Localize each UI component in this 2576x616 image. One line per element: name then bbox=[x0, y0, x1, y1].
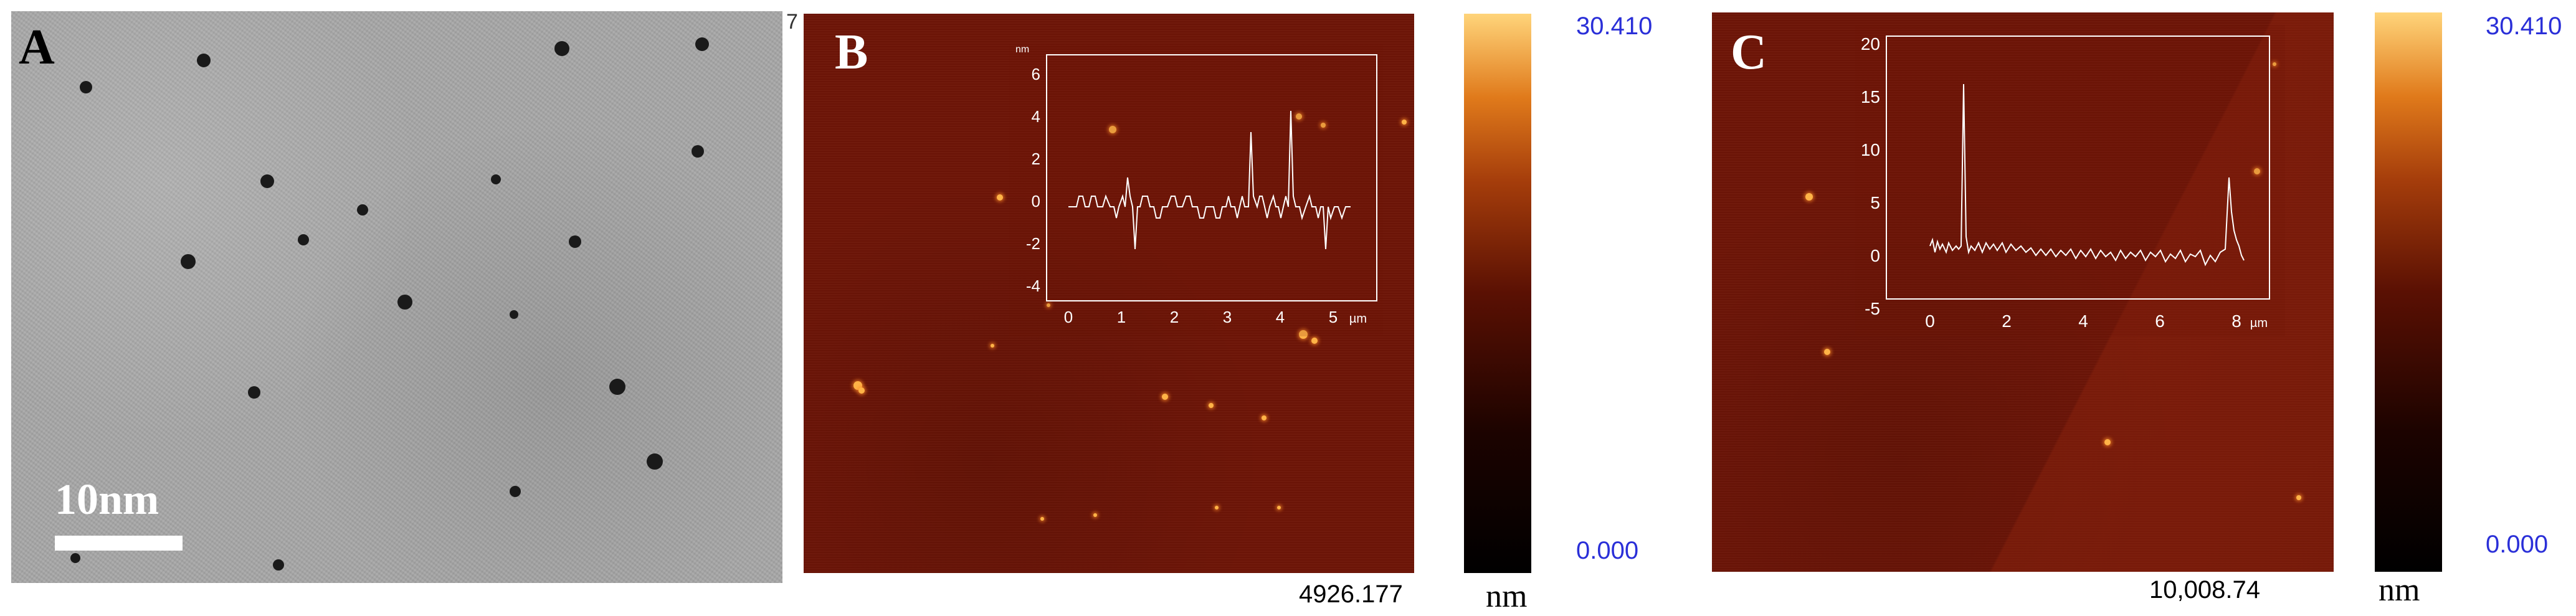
panel-a-letter: A bbox=[19, 20, 55, 75]
afm-particle bbox=[1162, 394, 1168, 400]
scale-bar bbox=[55, 536, 183, 551]
inset-c-x-unit: µm bbox=[2250, 316, 2268, 330]
nanoparticle bbox=[692, 145, 704, 158]
inset-c-profile-line bbox=[1929, 83, 2245, 267]
afm-particle bbox=[2273, 62, 2276, 66]
inset-c-xtick: 2 bbox=[2002, 311, 2012, 331]
inset-b-profile-line bbox=[1068, 110, 1351, 250]
inset-b-xtick: 5 bbox=[1329, 308, 1338, 326]
inset-c-ytick: -5 bbox=[1865, 299, 1880, 318]
nanoparticle bbox=[298, 234, 309, 245]
inset-c-xtick: 0 bbox=[1925, 311, 1935, 331]
inset-c-ytick: 20 bbox=[1861, 34, 1880, 54]
afm-particle bbox=[1402, 120, 1407, 125]
nanoparticle bbox=[260, 174, 274, 188]
scan-size-c: 10,008.74 bbox=[2149, 576, 2260, 604]
stray-mark: 7 bbox=[786, 10, 798, 34]
afm-particle bbox=[1805, 193, 1813, 201]
colorbar-c-max: 30.410 bbox=[2486, 12, 2562, 40]
nanoparticle bbox=[197, 54, 211, 67]
afm-particle bbox=[1299, 330, 1308, 339]
afm-particle bbox=[1093, 513, 1097, 517]
inset-b-ytick: -2 bbox=[1026, 234, 1040, 253]
nanoparticle bbox=[248, 386, 260, 399]
colorbar-c-min: 0.000 bbox=[2486, 531, 2549, 558]
nanoparticle bbox=[647, 453, 663, 470]
inset-b-xtick: 3 bbox=[1223, 308, 1232, 326]
nanoparticle bbox=[273, 559, 284, 571]
colorbar-b-max: 30.410 bbox=[1576, 12, 1653, 40]
nanoparticle bbox=[510, 486, 521, 497]
afm-particle bbox=[2104, 439, 2111, 445]
inset-c-xtick: 8 bbox=[2231, 311, 2241, 331]
inset-b-xtick: 2 bbox=[1170, 308, 1179, 326]
afm-particle bbox=[1262, 415, 1267, 420]
afm-particle bbox=[1277, 506, 1281, 509]
scan-size-b: 4926.177 bbox=[1299, 580, 1403, 608]
afm-particle bbox=[1209, 403, 1214, 408]
afm-particle bbox=[1321, 123, 1326, 128]
afm-particle bbox=[1824, 349, 1830, 355]
inset-b-ytick: 0 bbox=[1032, 192, 1040, 211]
afm-particle bbox=[2296, 495, 2301, 500]
panel-b-letter: B bbox=[835, 25, 868, 80]
afm-particle bbox=[1040, 517, 1044, 521]
nanoparticle bbox=[569, 235, 581, 248]
height-profile-inset-b: nm 6 4 2 0 -2 -4 0 1 2 3 4 5 µm bbox=[1009, 44, 1383, 336]
nanoparticle bbox=[609, 379, 625, 395]
nanoparticle bbox=[397, 295, 412, 310]
inset-b-x-unit: µm bbox=[1349, 312, 1367, 326]
colorbar-c-unit: nm bbox=[2379, 572, 2420, 608]
afm-particle bbox=[1047, 303, 1050, 307]
nanoparticle bbox=[181, 254, 196, 269]
inset-b-frame bbox=[1046, 54, 1377, 301]
afm-image-panel-b: B nm 6 4 2 0 -2 -4 0 1 2 3 4 5 µm bbox=[804, 14, 1414, 573]
colorbar-b-min: 0.000 bbox=[1576, 537, 1639, 564]
inset-c-ytick: 10 bbox=[1861, 140, 1880, 159]
inset-b-ytick: 2 bbox=[1032, 149, 1040, 168]
height-colorbar-c bbox=[2375, 12, 2442, 572]
terrace-step bbox=[1712, 12, 2334, 572]
afm-particle bbox=[991, 344, 994, 348]
afm-particle bbox=[1296, 113, 1302, 120]
inset-c-xtick: 4 bbox=[2078, 311, 2088, 331]
inset-b-ytick: 4 bbox=[1032, 107, 1040, 126]
inset-c-ytick: 15 bbox=[1861, 87, 1880, 107]
afm-image-panel-c: C 20 15 10 5 0 -5 0 2 4 6 8 µm bbox=[1712, 12, 2334, 572]
nanoparticle bbox=[357, 204, 368, 216]
inset-c-ytick: 5 bbox=[1870, 193, 1880, 212]
height-profile-inset-c: 20 15 10 5 0 -5 0 2 4 6 8 µm bbox=[1855, 25, 2285, 336]
afm-particle bbox=[997, 194, 1003, 201]
colorbar-b-unit: nm bbox=[1486, 579, 1528, 614]
inset-c-xtick: 6 bbox=[2155, 311, 2165, 331]
nanoparticle bbox=[510, 310, 518, 319]
nanoparticle bbox=[80, 81, 92, 93]
inset-c-ytick: 0 bbox=[1870, 246, 1880, 265]
nanoparticle bbox=[554, 41, 569, 56]
panel-c-letter: C bbox=[1731, 25, 1767, 80]
inset-b-ytick: 6 bbox=[1032, 65, 1040, 83]
afm-particle bbox=[1109, 126, 1116, 133]
nanoparticle bbox=[695, 37, 709, 51]
inset-b-y-unit: nm bbox=[1015, 44, 1029, 55]
inset-b-xtick: 0 bbox=[1064, 308, 1073, 326]
afm-particle bbox=[858, 387, 865, 394]
scale-bar-label: 10nm bbox=[55, 476, 159, 524]
afm-particle bbox=[1215, 506, 1219, 509]
inset-b-xtick: 1 bbox=[1117, 308, 1126, 326]
inset-b-xtick: 4 bbox=[1276, 308, 1285, 326]
nanoparticle bbox=[491, 174, 501, 184]
inset-c-frame bbox=[1886, 36, 2270, 300]
afm-particle bbox=[1311, 338, 1318, 344]
afm-particle bbox=[2254, 168, 2260, 174]
tem-image-panel: A 10nm bbox=[11, 11, 782, 583]
nanoparticle bbox=[70, 553, 80, 563]
inset-b-ytick: -4 bbox=[1026, 277, 1040, 295]
height-colorbar-b bbox=[1464, 14, 1531, 573]
